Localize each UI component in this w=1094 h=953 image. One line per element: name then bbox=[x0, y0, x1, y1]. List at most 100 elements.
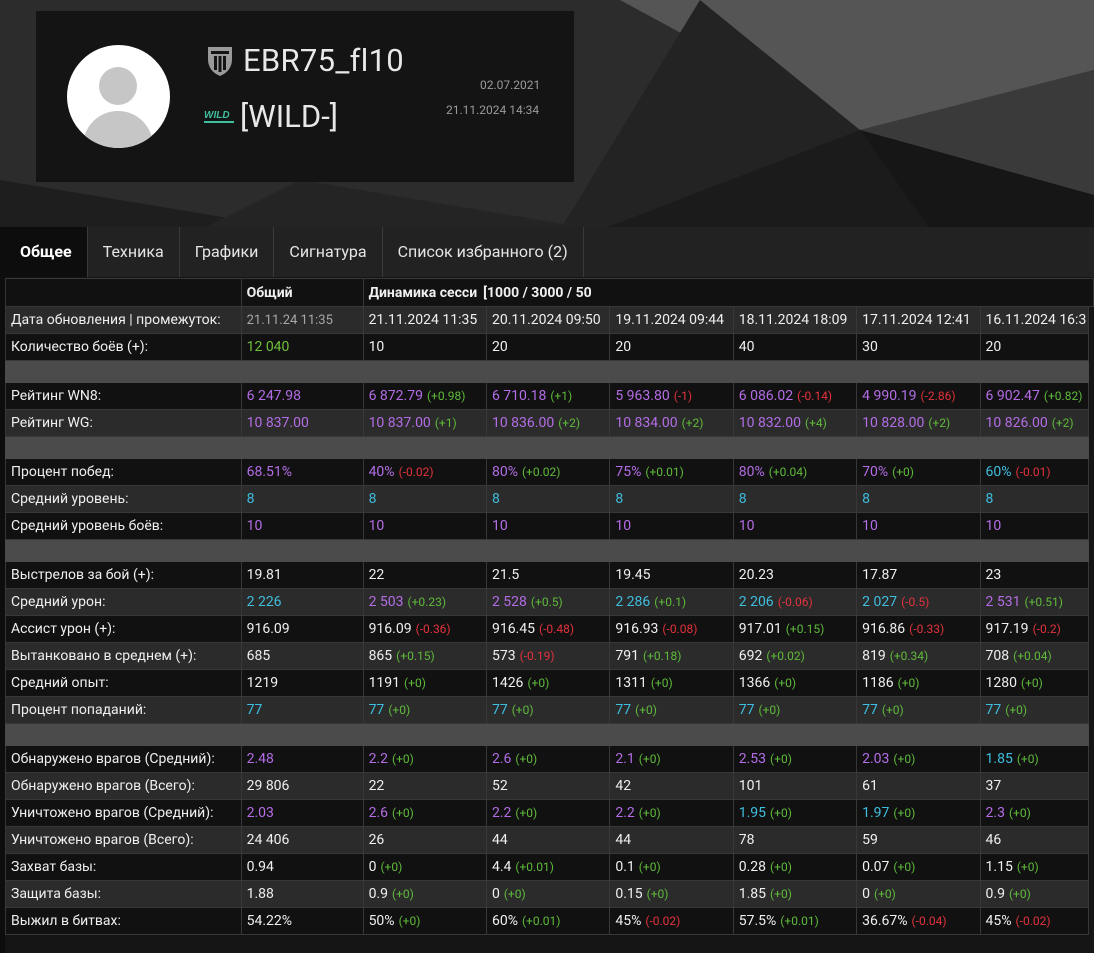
stat-value: 10 836.00 bbox=[491, 415, 555, 431]
header-session-ranges[interactable]: [1000 / 3000 / 50 bbox=[483, 284, 592, 301]
stat-cell: 77 bbox=[240, 696, 364, 724]
row-label: Процент попаданий: bbox=[5, 696, 242, 724]
stat-value: 23 bbox=[985, 567, 1002, 583]
stat-cell: 44 bbox=[609, 826, 734, 854]
stat-value: 2 531 bbox=[985, 594, 1021, 610]
stat-cell: 1.85 (+0) bbox=[979, 745, 1089, 773]
stat-cell: 4 990.19 (-2.86) bbox=[856, 382, 981, 410]
separator-cell bbox=[856, 436, 981, 459]
stat-value: 917.01 bbox=[738, 621, 782, 637]
separator-cell bbox=[240, 436, 364, 459]
stat-value: 1426 bbox=[491, 675, 524, 691]
stat-cell: 2 528 (+0.5) bbox=[485, 588, 611, 616]
stat-value: 77 bbox=[862, 702, 878, 718]
tank-game-icon bbox=[208, 47, 232, 76]
clan-tag[interactable]: [WILD-] bbox=[240, 98, 338, 135]
stat-delta: (-0.02) bbox=[1015, 914, 1051, 928]
separator-cell bbox=[732, 723, 858, 746]
separator-cell bbox=[485, 723, 611, 746]
stat-value: 50% bbox=[368, 913, 395, 929]
tab-favorites[interactable]: Список избранного (2) bbox=[383, 227, 584, 277]
stat-cell: 865 (+0.15) bbox=[362, 642, 487, 670]
stat-value: 10 828.00 bbox=[862, 415, 925, 431]
stat-value: 78 bbox=[738, 832, 755, 848]
stat-value: 1.85 bbox=[985, 751, 1013, 767]
stat-delta: (-0.2) bbox=[1032, 622, 1061, 636]
separator-cell bbox=[5, 723, 242, 746]
stat-delta: (-0.19) bbox=[519, 649, 555, 663]
stat-delta: (+0) bbox=[1021, 676, 1043, 690]
stat-value: 0.94 bbox=[246, 859, 274, 875]
stat-value: 77 bbox=[246, 702, 263, 718]
separator-cell bbox=[732, 360, 858, 383]
stat-value: 4.4 bbox=[491, 859, 512, 875]
stat-value: 44 bbox=[491, 832, 508, 848]
stat-cell: 2.1 (+0) bbox=[609, 745, 734, 773]
stat-value: 2 286 bbox=[615, 594, 651, 610]
stat-cell: 101 bbox=[732, 772, 858, 800]
stat-value: 77 bbox=[491, 702, 508, 718]
stat-value: 21.5 bbox=[491, 567, 520, 583]
table-row: Захват базы: 0.94 0 (+0) 4.4 (+0.01) 0.1 (+0) 0.… bbox=[5, 853, 1094, 881]
stat-cell: 80% (+0.04) bbox=[732, 458, 858, 486]
stat-delta: (+0) bbox=[511, 703, 534, 717]
stat-delta: (+0) bbox=[770, 806, 792, 820]
stat-value: 10 837.00 bbox=[368, 415, 431, 431]
stat-value: 77 bbox=[615, 702, 632, 718]
stat-cell: 573 (-0.19) bbox=[485, 642, 611, 670]
stat-value: 2 226 bbox=[246, 594, 282, 610]
stat-cell: 8 bbox=[856, 485, 981, 513]
stat-value: 2.6 bbox=[368, 805, 388, 821]
stat-cell: 6 247.98 bbox=[240, 382, 364, 410]
tab-signature[interactable]: Сигнатура bbox=[274, 227, 383, 277]
table-row: Рейтинг WG: 10 837.00 10 837.00 (+1) 10 836.… bbox=[5, 409, 1094, 437]
stat-cell: 70% (+0) bbox=[856, 458, 981, 486]
stat-cell: 42 bbox=[609, 772, 734, 800]
stat-cell: 10 bbox=[979, 512, 1089, 540]
stat-delta: (-0.08) bbox=[662, 622, 698, 636]
stat-value: 1191 bbox=[368, 675, 401, 691]
separator-cell bbox=[856, 360, 981, 383]
stat-cell: 8 bbox=[609, 485, 734, 513]
table-row: Выжил в битвах: 54.22% 50% (+0) 60% (+0.01) 45… bbox=[5, 907, 1094, 935]
stat-cell: 819 (+0.34) bbox=[856, 642, 981, 670]
stat-delta: (-1) bbox=[673, 389, 693, 403]
tab-charts[interactable]: Графики bbox=[180, 227, 275, 277]
stat-delta: (+0) bbox=[646, 887, 669, 901]
stat-delta: (+0) bbox=[892, 465, 914, 479]
stat-cell: 10 826.00 (+2) bbox=[979, 409, 1089, 437]
stat-delta: (+1) bbox=[550, 389, 573, 403]
tab-general[interactable]: Общее bbox=[5, 227, 88, 277]
row-label: Выстрелов за бой (+): bbox=[5, 561, 242, 589]
stat-value: 1.88 bbox=[246, 886, 274, 902]
stat-cell: 916.09 bbox=[240, 615, 364, 643]
stat-delta: (+0) bbox=[404, 676, 426, 690]
stat-value: 46 bbox=[985, 832, 1002, 848]
stat-delta: (+0) bbox=[893, 806, 916, 820]
row-label: Защита базы: bbox=[5, 880, 242, 908]
stat-cell: 10 bbox=[609, 512, 734, 540]
stat-delta: (+0) bbox=[650, 676, 673, 690]
stat-delta: (+2) bbox=[681, 416, 704, 430]
row-label: Обнаружено врагов (Средний): bbox=[5, 745, 242, 773]
stat-value: 5 963.80 bbox=[615, 388, 670, 404]
stat-value: 45% bbox=[615, 913, 642, 929]
separator-cell bbox=[609, 360, 734, 383]
stat-value: 10 bbox=[491, 518, 508, 534]
separator-cell bbox=[5, 436, 242, 459]
stat-cell: 708 (+0.04) bbox=[979, 642, 1089, 670]
tab-vehicles[interactable]: Техника bbox=[88, 227, 180, 277]
stat-value: 20.23 bbox=[738, 567, 774, 583]
stat-value: 17.87 bbox=[862, 567, 898, 583]
row-label: Дата обновления | промежуток: bbox=[5, 306, 242, 334]
stat-delta: (+0) bbox=[388, 703, 411, 717]
stat-value: 2.1 bbox=[615, 751, 635, 767]
stat-cell: 6 902.47 (+0.82) bbox=[979, 382, 1089, 410]
stat-cell: 46 bbox=[979, 826, 1089, 854]
stat-value: 54.22% bbox=[246, 913, 293, 929]
stat-delta: (-2.86) bbox=[920, 389, 956, 403]
stat-delta: (+0.04) bbox=[1013, 649, 1052, 663]
stat-cell: 29 806 bbox=[240, 772, 364, 800]
stat-value: 10 bbox=[862, 518, 878, 534]
stat-value: 80% bbox=[738, 464, 765, 480]
